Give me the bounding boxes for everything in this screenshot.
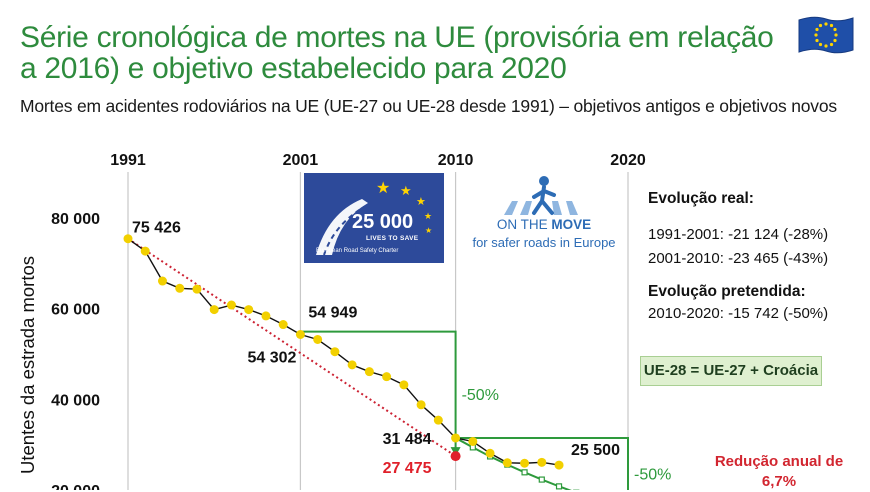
targets-layer: -50% -50% xyxy=(300,330,671,490)
charter-name: European Road Safety Charter xyxy=(316,248,399,254)
actual-deaths-point xyxy=(537,457,547,467)
x-tick-2020: 2020 xyxy=(610,152,646,169)
target-path-point xyxy=(538,476,545,483)
target-2010-pct: -50% xyxy=(634,467,671,484)
target-evolution-2010-2020: 2010-2020: -15 742 (-50%) xyxy=(648,305,829,322)
x-tick-1991: 1991 xyxy=(110,152,146,169)
road-safety-charter-logo: ★ ★ ★ ★ ★ 25 000 LIVES TO SAVE European … xyxy=(304,173,444,263)
actual-deaths-point xyxy=(278,320,288,330)
label-54949: 54 949 xyxy=(308,305,357,322)
actual-deaths-point xyxy=(192,284,202,294)
eu28-note: UE-28 = UE-27 + Croácia xyxy=(640,356,822,386)
axes-layer: 1991 2001 2010 2020 80 000 60 000 40 000 20 000… xyxy=(17,152,646,490)
real-evolution-heading: Evolução real: xyxy=(648,190,754,207)
actual-deaths-point xyxy=(382,372,392,382)
target-evolution-heading: Evolução pretendida: xyxy=(648,283,806,300)
y-axis-label: Utentes da estrada mortos xyxy=(17,256,38,474)
x-tick-2010: 2010 xyxy=(438,152,474,169)
actual-deaths-point xyxy=(140,246,150,256)
y-tick-80000: 80 000 xyxy=(51,211,100,228)
actual-deaths-point xyxy=(520,458,530,468)
actual-deaths-point xyxy=(123,234,133,244)
actual-deaths-point xyxy=(330,347,340,357)
otm-title-b: MOVE xyxy=(551,217,592,232)
pedestrian-crossing-icon xyxy=(504,176,578,215)
real-evolution-2001-2010: 2001-2010: -23 465 (-43%) xyxy=(648,250,829,267)
eu-flag-icon xyxy=(798,16,854,54)
actual-deaths-line xyxy=(127,238,560,466)
svg-text:★: ★ xyxy=(425,226,432,235)
actual-deaths-point xyxy=(554,460,564,470)
otm-subtitle: for safer roads in Europe xyxy=(472,235,616,250)
label-27475: 27 475 xyxy=(383,460,432,477)
actual-deaths-point xyxy=(364,367,374,377)
page-title: Série cronológica de mortes na UE (provi… xyxy=(20,21,774,85)
actual-deaths-point xyxy=(295,329,305,339)
page-subtitle: Mortes em acidentes rodoviários na UE (U… xyxy=(20,96,837,116)
trend-line xyxy=(127,237,457,457)
annual-reduction-note: Redução anual de 6,7% xyxy=(714,453,844,490)
actual-deaths-point xyxy=(347,360,357,370)
actual-deaths-point xyxy=(416,400,426,410)
y-tick-60000: 60 000 xyxy=(51,302,100,319)
target-path-point xyxy=(521,469,528,476)
series-layer xyxy=(123,234,580,490)
otm-title: ON THE MOVE xyxy=(464,217,624,232)
svg-text:★: ★ xyxy=(400,184,412,199)
road-safety-charter-graphic: ★ ★ ★ ★ ★ xyxy=(304,173,444,263)
label-25500: 25 500 xyxy=(571,442,620,459)
x-tick-2001: 2001 xyxy=(283,152,319,169)
charter-lives: LIVES TO SAVE xyxy=(366,235,419,242)
svg-text:★: ★ xyxy=(424,212,432,222)
label-31484: 31 484 xyxy=(383,431,432,448)
actual-deaths-point xyxy=(244,305,254,315)
svg-text:★: ★ xyxy=(416,195,426,208)
label-54302: 54 302 xyxy=(247,349,296,366)
actual-deaths-point xyxy=(485,448,495,458)
actual-deaths-point xyxy=(226,300,236,310)
target-2001-pct: -50% xyxy=(462,387,499,404)
actual-deaths-point xyxy=(451,433,461,443)
charter-number: 25 000 xyxy=(352,211,414,233)
actual-deaths-point xyxy=(313,334,323,344)
otm-title-a: ON THE xyxy=(496,217,552,232)
target-2010-point xyxy=(450,451,461,462)
actual-deaths-point xyxy=(502,458,512,468)
target-2001-step xyxy=(300,330,457,457)
labels-layer: 75 426 54 949 54 302 31 484 27 475 25 500 xyxy=(132,220,620,477)
target-2010-step xyxy=(455,436,629,490)
actual-deaths-point xyxy=(468,436,478,446)
real-evolution-1991-2001: 1991-2001: -21 124 (-28%) xyxy=(648,226,829,243)
target-path-point xyxy=(555,483,563,490)
actual-deaths-point xyxy=(175,283,185,293)
actual-deaths-point xyxy=(209,305,219,315)
actual-deaths-point xyxy=(261,311,271,321)
y-tick-20000: 20 000 xyxy=(51,483,100,490)
actual-deaths-point xyxy=(157,276,167,286)
on-the-move-logo: ON THE MOVE for safer roads in Europe xyxy=(464,175,624,257)
svg-text:★: ★ xyxy=(376,178,390,197)
y-tick-40000: 40 000 xyxy=(51,392,100,409)
label-75426: 75 426 xyxy=(132,220,181,237)
actual-deaths-point xyxy=(399,380,409,390)
actual-deaths-point xyxy=(433,415,443,425)
